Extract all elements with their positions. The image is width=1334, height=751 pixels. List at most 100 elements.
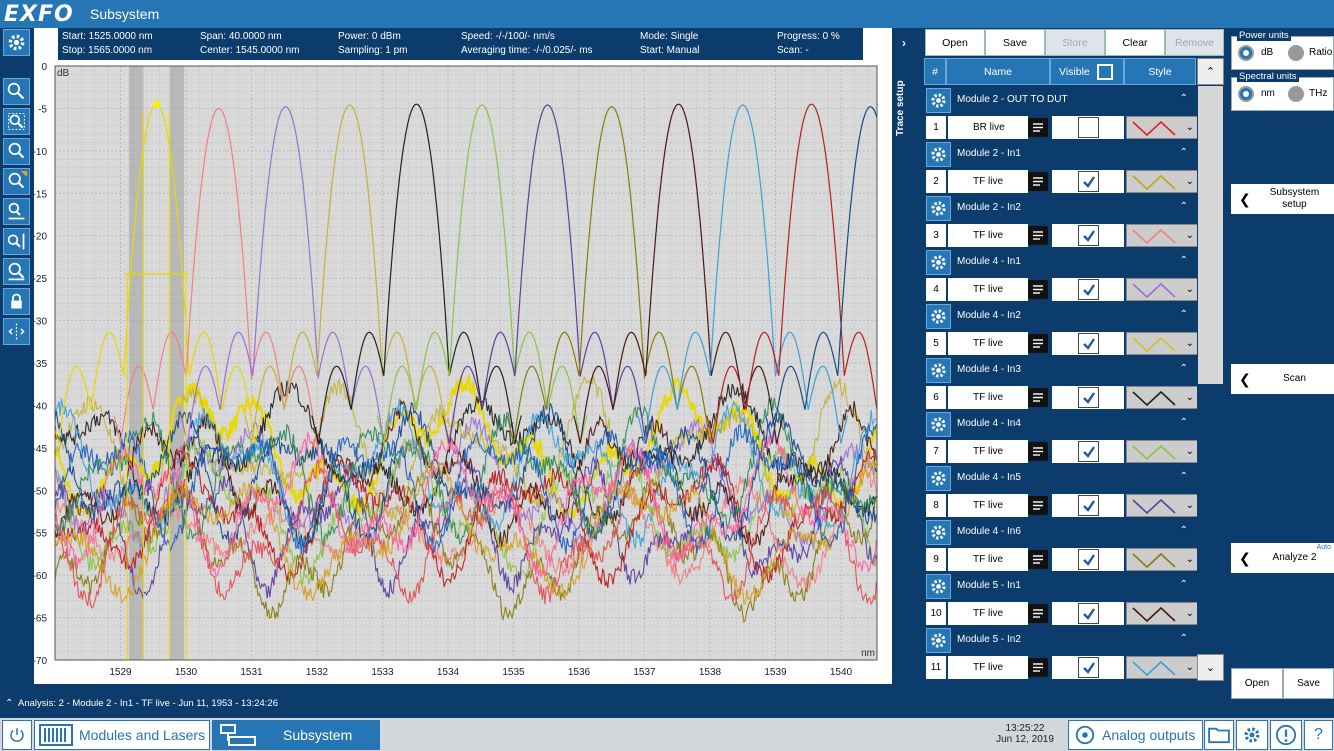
style-select[interactable]: ⌄	[1126, 440, 1198, 463]
col-visible[interactable]: Visible	[1050, 58, 1124, 85]
module-gear-icon[interactable]	[926, 250, 951, 275]
trace-name[interactable]: TF live	[948, 170, 1028, 193]
zoom-person-icon[interactable]	[3, 258, 30, 285]
chevron-up-icon[interactable]: ⌃	[1179, 525, 1188, 536]
lock-icon[interactable]	[3, 288, 30, 315]
visible-all-checkbox[interactable]	[1097, 64, 1113, 80]
visible-checkbox[interactable]	[1078, 441, 1099, 462]
settings-button[interactable]	[1236, 720, 1268, 750]
trace-table-scrollbar[interactable]: ⌃ ⌄	[1197, 58, 1224, 684]
note-icon[interactable]	[1028, 226, 1048, 245]
visible-checkbox[interactable]	[1078, 495, 1099, 516]
module-header[interactable]: Module 4 - In3 ⌃	[924, 357, 1196, 384]
style-select[interactable]: ⌄	[1126, 386, 1198, 409]
module-gear-icon[interactable]	[926, 88, 951, 113]
trace-row[interactable]: 1 BR live ⌄	[924, 114, 1198, 141]
trace-save-button[interactable]: Save	[985, 29, 1045, 56]
power-units-ratio-radio[interactable]	[1288, 45, 1304, 61]
spectrum-plot[interactable]: 0 -5 -10 -15 -20 -25 -30 -35 -40 -45 -50 -55 -60 -65 -…	[34, 60, 892, 684]
note-icon[interactable]	[1028, 280, 1048, 299]
analysis-bar[interactable]: ⌃ Analysis: 2 - Module 2 - In1 - TF live…	[0, 690, 1226, 718]
zoom-horizontal-icon[interactable]	[3, 198, 30, 225]
panel-save-button[interactable]: Save	[1283, 668, 1334, 699]
visible-checkbox[interactable]	[1078, 657, 1099, 678]
trace-name[interactable]: TF live	[948, 224, 1028, 247]
trace-row[interactable]: 8 TF live ⌄	[924, 492, 1198, 519]
trace-open-button[interactable]: Open	[925, 29, 985, 56]
module-header[interactable]: Module 2 - In2 ⌃	[924, 195, 1196, 222]
trace-name[interactable]: TF live	[948, 386, 1028, 409]
analyze-button[interactable]: ❮ Analyze 2 Auto	[1231, 543, 1334, 573]
trace-row[interactable]: 10 TF live ⌄	[924, 600, 1198, 627]
trace-store-button[interactable]: Store	[1045, 29, 1105, 56]
trace-row[interactable]: 11 TF live ⌄	[924, 654, 1198, 681]
chevron-up-icon[interactable]: ⌃	[1179, 417, 1188, 428]
chevron-up-icon[interactable]: ⌃	[1179, 363, 1188, 374]
trace-name[interactable]: TF live	[948, 548, 1028, 571]
module-header[interactable]: Module 5 - In1 ⌃	[924, 573, 1196, 600]
trace-row[interactable]: 2 TF live ⌄	[924, 168, 1198, 195]
trace-row[interactable]: 4 TF live ⌄	[924, 276, 1198, 303]
trace-name[interactable]: TF live	[948, 440, 1028, 463]
note-icon[interactable]	[1028, 334, 1048, 353]
alerts-button[interactable]	[1270, 720, 1302, 750]
style-select[interactable]: ⌄	[1126, 656, 1198, 679]
note-icon[interactable]	[1028, 118, 1048, 137]
chevron-up-icon[interactable]: ⌃	[5, 698, 14, 709]
style-select[interactable]: ⌄	[1126, 116, 1198, 139]
style-select[interactable]: ⌄	[1126, 278, 1198, 301]
spectral-units-nm-radio[interactable]	[1238, 86, 1254, 102]
trace-row[interactable]: 3 TF live ⌄	[924, 222, 1198, 249]
trace-name[interactable]: TF live	[948, 494, 1028, 517]
subsystem-setup-button[interactable]: ❮ Subsystem setup	[1231, 184, 1334, 214]
zoom-vertical-icon[interactable]	[3, 228, 30, 255]
visible-checkbox[interactable]	[1078, 549, 1099, 570]
zoom-auto-icon[interactable]	[3, 168, 30, 195]
module-gear-icon[interactable]	[926, 628, 951, 653]
power-units-db-radio[interactable]	[1238, 45, 1254, 61]
spectral-units-thz-radio[interactable]	[1288, 86, 1304, 102]
pan-horizontal-icon[interactable]	[3, 318, 30, 345]
style-select[interactable]: ⌄	[1126, 494, 1198, 517]
module-header[interactable]: Module 2 - In1 ⌃	[924, 141, 1196, 168]
panel-open-button[interactable]: Open	[1231, 668, 1283, 699]
chevron-up-icon[interactable]: ⌃	[1179, 633, 1188, 644]
visible-checkbox[interactable]	[1078, 603, 1099, 624]
module-header[interactable]: Module 4 - In6 ⌃	[924, 519, 1196, 546]
scroll-down-button[interactable]: ⌄	[1197, 654, 1224, 681]
trace-remove-button[interactable]: Remove	[1165, 29, 1224, 56]
gear-icon[interactable]	[3, 29, 30, 56]
trace-row[interactable]: 9 TF live ⌄	[924, 546, 1198, 573]
module-gear-icon[interactable]	[926, 520, 951, 545]
visible-checkbox[interactable]	[1078, 117, 1099, 138]
note-icon[interactable]	[1028, 172, 1048, 191]
trace-name[interactable]: TF live	[948, 278, 1028, 301]
visible-checkbox[interactable]	[1078, 225, 1099, 246]
zoom-123-icon[interactable]	[3, 78, 30, 105]
module-gear-icon[interactable]	[926, 196, 951, 221]
scroll-thumb[interactable]	[1198, 86, 1223, 384]
note-icon[interactable]	[1028, 550, 1048, 569]
note-icon[interactable]	[1028, 442, 1048, 461]
chevron-up-icon[interactable]: ⌃	[1179, 255, 1188, 266]
visible-checkbox[interactable]	[1078, 333, 1099, 354]
chevron-up-icon[interactable]: ⌃	[1179, 471, 1188, 482]
chevron-up-icon[interactable]: ⌃	[1179, 147, 1188, 158]
module-header[interactable]: Module 4 - In2 ⌃	[924, 303, 1196, 330]
scroll-up-button[interactable]: ⌃	[1197, 58, 1224, 85]
trace-name[interactable]: BR live	[948, 116, 1028, 139]
folder-button[interactable]	[1204, 720, 1234, 750]
analog-outputs-button[interactable]: Analog outputs	[1068, 720, 1203, 750]
note-icon[interactable]	[1028, 658, 1048, 677]
chevron-up-icon[interactable]: ⌃	[1179, 93, 1188, 104]
modules-and-lasers-button[interactable]: Modules and Lasers	[34, 720, 210, 750]
module-header[interactable]: Module 2 - OUT TO DUT ⌃	[924, 87, 1196, 114]
subsystem-button[interactable]: Subsystem	[212, 720, 380, 750]
trace-row[interactable]: 6 TF live ⌄	[924, 384, 1198, 411]
trace-name[interactable]: TF live	[948, 656, 1028, 679]
chevron-up-icon[interactable]: ⌃	[1179, 201, 1188, 212]
note-icon[interactable]	[1028, 604, 1048, 623]
style-select[interactable]: ⌄	[1126, 548, 1198, 571]
visible-checkbox[interactable]	[1078, 171, 1099, 192]
module-gear-icon[interactable]	[926, 412, 951, 437]
